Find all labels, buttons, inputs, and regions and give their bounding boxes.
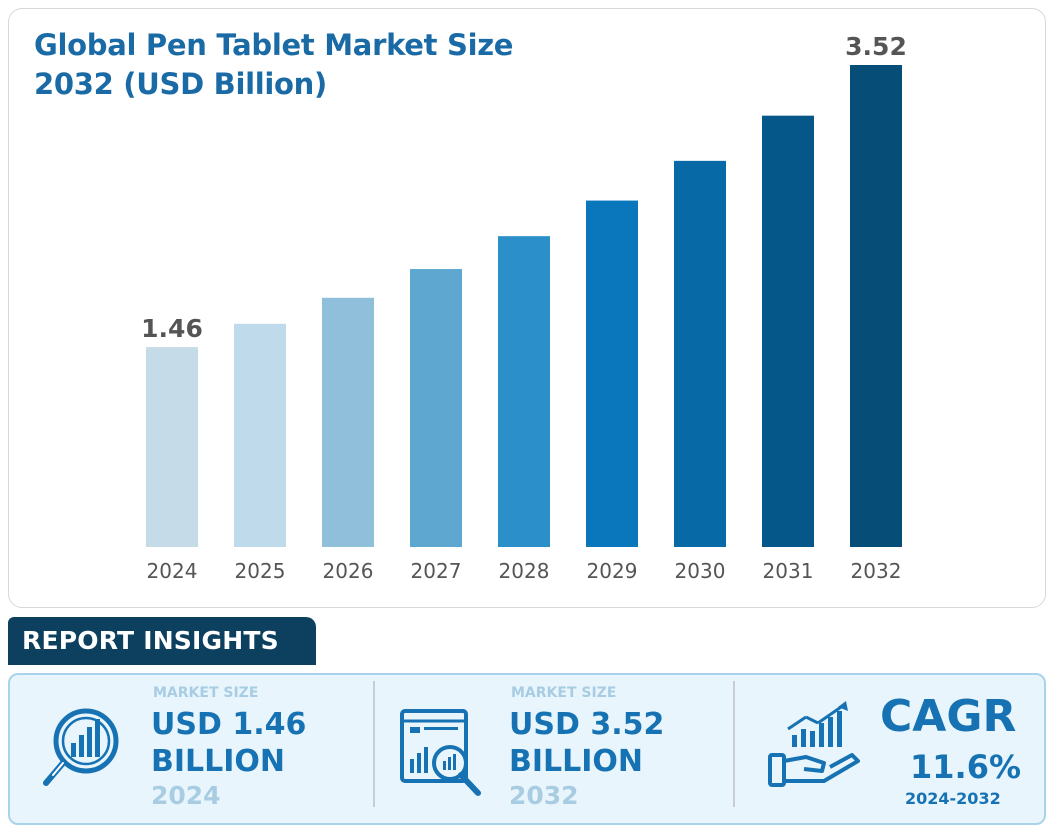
x-tick-label: 2029: [587, 559, 638, 583]
bar-2031: [762, 115, 814, 548]
cagr-period: 2024-2032: [905, 789, 1001, 808]
x-tick-label: 2025: [235, 559, 286, 583]
x-tick-label: 2028: [499, 559, 550, 583]
x-tick-label: 2027: [411, 559, 462, 583]
magnifier-chart-icon: [43, 708, 119, 786]
data-label: 1.46: [141, 314, 203, 343]
dashboard-search-icon: [400, 709, 481, 796]
market-size-value: USD 1.46: [151, 707, 307, 742]
market-size-unit: BILLION: [509, 744, 644, 779]
insights-divider: [733, 681, 735, 807]
bar-2025: [234, 323, 286, 547]
bar-2030: [674, 160, 726, 547]
bar-2027: [410, 269, 462, 547]
bar-chart: 2024 1.46 2025 2026 2027 2028 2029 2030 2031 2032…: [141, 32, 907, 583]
market-size-year: 2032: [509, 781, 579, 810]
market-size-label: MARKET SIZE: [511, 685, 617, 701]
market-size-value: USD 3.52: [509, 707, 665, 742]
x-tick-label: 2032: [851, 559, 902, 583]
bar-2032: [850, 65, 902, 547]
growth-hand-icon: [768, 701, 860, 787]
cagr-value: 11.6%: [910, 748, 1022, 786]
insights-divider: [373, 681, 375, 807]
bar-2028: [498, 236, 550, 547]
x-tick-label: 2026: [323, 559, 374, 583]
market-size-label: MARKET SIZE: [153, 685, 259, 701]
x-tick-label: 2030: [675, 559, 726, 583]
market-size-unit: BILLION: [151, 744, 286, 779]
bar-2024: [146, 347, 198, 547]
market-size-year: 2024: [151, 781, 221, 810]
bar-2026: [322, 297, 374, 547]
cagr-title: CAGR: [880, 691, 1017, 742]
insights-panel: MARKET SIZE USD 1.46 BILLION 2024 MARKET…: [8, 673, 1046, 825]
report-insights-tab: REPORT INSIGHTS: [8, 617, 316, 665]
data-label: 3.52: [845, 32, 907, 61]
x-tick-label: 2031: [763, 559, 814, 583]
x-tick-label: 2024: [147, 559, 198, 583]
chart-title: Global Pen Tablet Market Size 2032 (USD …: [34, 28, 514, 101]
bar-2029: [586, 200, 638, 547]
